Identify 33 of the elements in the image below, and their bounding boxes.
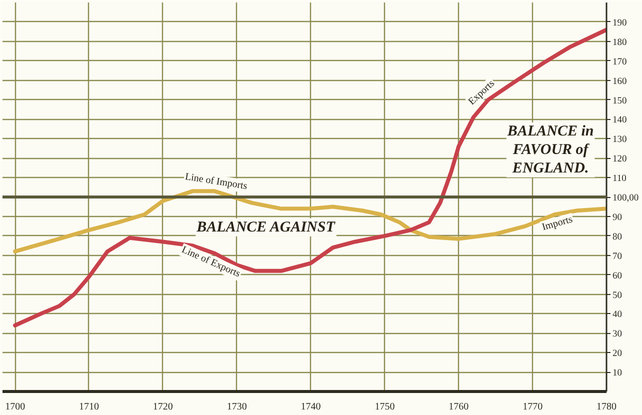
x-tick-label: 1740: [300, 402, 321, 412]
y-tick-label: 60: [612, 271, 622, 282]
y-tick-label: 110: [612, 174, 627, 184]
y-tick-label: 80: [612, 232, 622, 242]
annotation: BALANCE in FAVOUR of ENGLAND.: [506, 124, 594, 176]
line-series: [13, 28, 606, 328]
x-tick-label: 1700: [5, 402, 26, 412]
y-tick-label: 130: [612, 135, 627, 146]
y-tick-label: 140: [612, 116, 627, 126]
x-tick-label: 1710: [78, 402, 99, 412]
annotation: Imports: [540, 214, 574, 234]
y-tick-label: 190: [612, 18, 627, 28]
y-tick-label: 20: [612, 349, 622, 360]
y-tick-label: 70: [612, 252, 622, 262]
x-tick-label: 1730: [226, 402, 247, 412]
x-tick-label: 1720: [152, 402, 173, 412]
y-tick-label: 170: [612, 57, 627, 68]
x-tick-label: 1780: [596, 402, 616, 412]
x-tick-label: 1750: [374, 402, 395, 412]
y-tick-label: 50: [612, 290, 622, 301]
y-tick-label: 180: [612, 38, 627, 48]
annotation: BALANCE AGAINST: [196, 219, 336, 236]
x-tick-label: 1760: [448, 402, 469, 412]
y-tick-label: 100,00: [612, 194, 639, 204]
y-tick-label: 30: [612, 330, 622, 340]
y-tick-label: 160: [612, 76, 627, 87]
y-tick-label: 120: [612, 154, 627, 165]
y-tick-label: 90: [612, 212, 622, 223]
x-tick-label: 1770: [522, 402, 543, 412]
y-tick-label: 10: [612, 368, 622, 379]
annotation: Line of Imports: [184, 171, 248, 192]
y-tick-label: 150: [612, 96, 627, 106]
y-tick-label: 40: [612, 310, 622, 320]
